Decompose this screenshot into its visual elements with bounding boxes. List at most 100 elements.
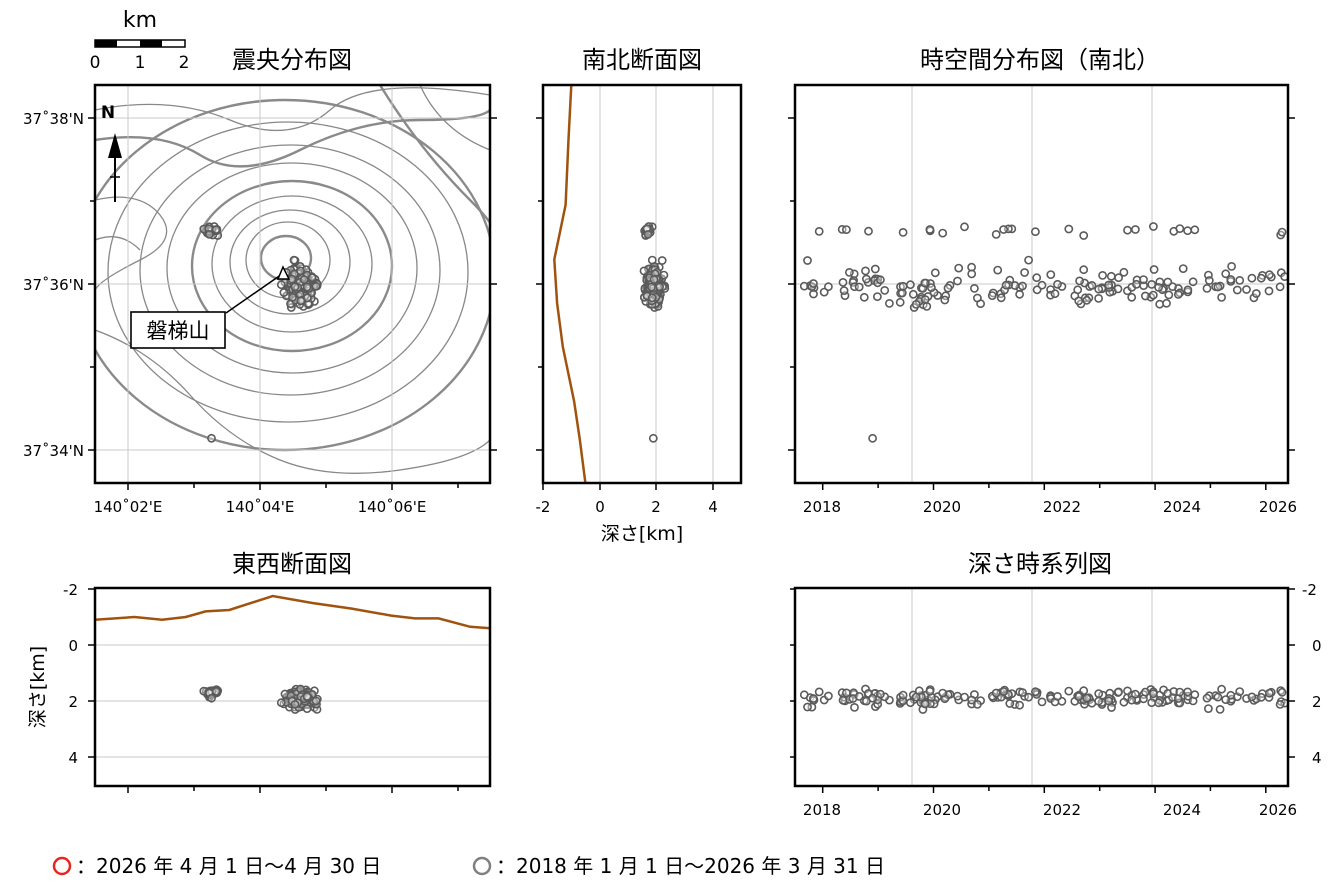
space-time-point: [1221, 269, 1231, 279]
depth-series-point: [925, 686, 935, 696]
ns-topography-line: [553, 85, 587, 483]
space-time-point: [1149, 265, 1159, 274]
space-time-point: [1074, 296, 1084, 306]
depth-series-point: [999, 687, 1008, 696]
st-year-2024: 2024: [1163, 498, 1201, 516]
ns-frame: [541, 83, 743, 485]
space-time-point: [967, 269, 977, 279]
depth-series-point: [809, 694, 818, 703]
dt-year-2022: 2022: [1043, 801, 1081, 819]
legend-past-label: ：2018 年 1 月 1 日～2026 年 3 月 31 日: [496, 854, 885, 878]
space-time-point: [1024, 255, 1033, 265]
st-year-2026: 2026: [1259, 498, 1297, 516]
ns-hypocenter-point: [643, 229, 653, 239]
space-time-point: [1139, 275, 1148, 284]
ns-hypocenter-point: [649, 275, 659, 284]
space-time-point: [1123, 225, 1132, 235]
ew-ytick-0: 0: [68, 637, 78, 655]
space-time-point: [809, 289, 818, 299]
depth-series-point: [973, 700, 982, 709]
space-time-point: [999, 225, 1008, 234]
ns-xtick-4: 4: [708, 498, 718, 516]
space-time-point: [1173, 289, 1183, 299]
scale-tick-1: 1: [135, 53, 146, 73]
space-time-point: [1265, 270, 1274, 280]
depth-series-point: [1213, 692, 1223, 702]
dt-ytick-m2: -2: [1302, 581, 1317, 599]
ew-hypocenter-point: [211, 686, 221, 696]
space-time-point: [1094, 284, 1104, 294]
st-title: 時空間分布図（南北）: [920, 46, 1160, 74]
ns-hypocenter-point: [647, 293, 657, 303]
ns-quakes: [639, 222, 670, 443]
ew-frame: [93, 586, 492, 788]
ew-hypocenter-point: [276, 698, 286, 708]
ew-section: -2 0 2 4 深さ[km]: [27, 581, 492, 793]
space-time-point: [1242, 285, 1251, 294]
epicenter-point: [299, 275, 309, 284]
depth-series-point: [1221, 695, 1231, 704]
space-time-point: [1190, 225, 1200, 235]
depth-series-point: [1119, 697, 1129, 707]
lat-label-36: 37˚36'N: [23, 276, 84, 294]
depth-series-point: [1131, 689, 1140, 699]
depth-series-point: [1217, 684, 1226, 694]
space-time-point: [1149, 222, 1158, 231]
epicenter-point: [302, 282, 312, 292]
space-time-point: [854, 282, 864, 292]
space-time-point: [927, 283, 936, 292]
depth-series-point: [1079, 686, 1089, 696]
epicenter-point: [288, 292, 297, 302]
depth-series-point: [938, 688, 948, 698]
ew-ytick-m2: -2: [63, 581, 78, 599]
epicenter-point: [276, 280, 286, 290]
past-event-circle-icon: [472, 856, 492, 876]
space-time-point: [991, 229, 1001, 239]
space-time-point: [953, 276, 962, 286]
space-time-point: [1204, 276, 1214, 285]
space-time-point: [906, 280, 915, 290]
space-time-point: [996, 293, 1006, 303]
dt-title: 深さ時系列図: [968, 550, 1112, 578]
space-time-point: [1132, 279, 1141, 289]
dt-year-ticks: [821, 786, 1267, 793]
space-time-point: [1217, 292, 1226, 302]
depth-series-point: [838, 695, 848, 705]
ns-xtick-2: 2: [651, 498, 661, 516]
depth-series-point: [953, 691, 962, 701]
dt-year-2020: 2020: [923, 801, 961, 819]
scale-tick-0: 0: [90, 53, 101, 73]
ns-xtick-m2: -2: [536, 498, 551, 516]
space-time-point: [943, 283, 953, 293]
depth-series-point: [1247, 692, 1257, 702]
space-time-point: [1275, 282, 1285, 292]
space-time-point: [940, 295, 950, 305]
depth-series-point: [906, 698, 915, 708]
epicenter-map: 37˚38'N 37˚36'N 37˚34'N 140˚02'E 140˚04'…: [23, 83, 497, 516]
dt-ytick-4: 4: [1312, 749, 1322, 767]
space-time-point: [911, 299, 921, 309]
depth-series-point: [1053, 692, 1062, 701]
depth-series-point: [850, 703, 859, 712]
space-time-point: [1053, 279, 1062, 289]
space-time-point: [862, 274, 871, 284]
space-time-point: [1106, 271, 1116, 281]
space-time-point: [987, 291, 997, 300]
space-time-point: [930, 268, 940, 278]
space-time-point: [845, 267, 854, 277]
space-time-point: [1235, 275, 1245, 285]
scale-unit: km: [123, 8, 157, 33]
depth-series-point: [1005, 699, 1015, 708]
ns-hypocenter-point: [639, 266, 649, 276]
space-time-point: [898, 281, 908, 291]
map-quakes: [199, 222, 322, 443]
depth-series-point: [1265, 688, 1274, 698]
dt-grid: [911, 588, 1153, 786]
depth-series-point: [1256, 692, 1266, 702]
ew-hypocenter-point: [207, 693, 216, 703]
ns-xlabel: 深さ[km]: [601, 523, 683, 545]
epicenter-point: [211, 225, 221, 234]
space-time-point: [1164, 290, 1174, 300]
ns-hypocenter-point: [647, 255, 657, 265]
